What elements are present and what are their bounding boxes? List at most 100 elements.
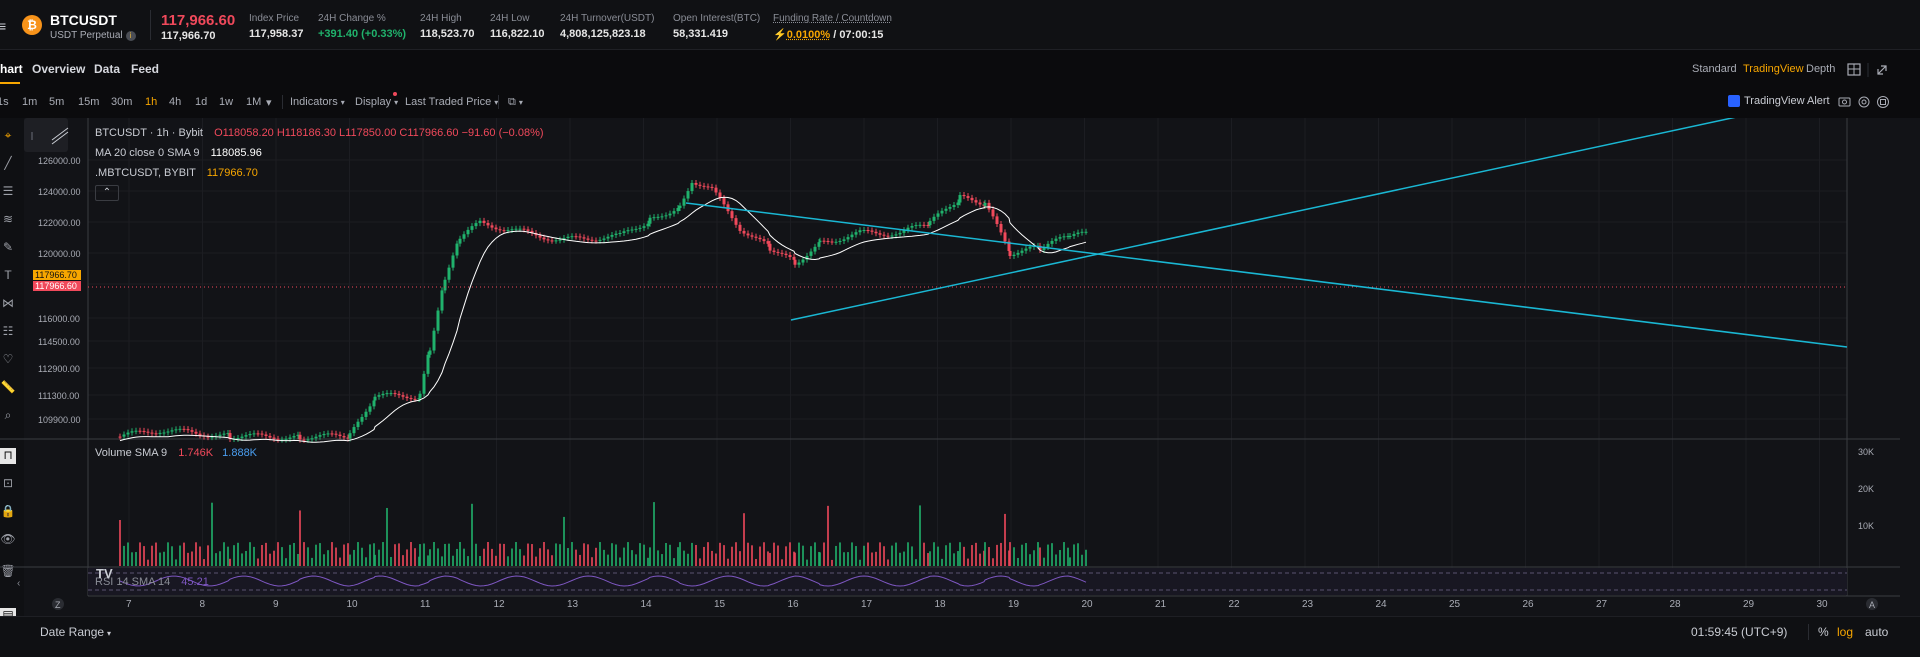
timeframe-4h[interactable]: 4h: [169, 96, 182, 108]
settings-icon[interactable]: [1858, 96, 1870, 108]
timeframe-1d[interactable]: 1d: [195, 96, 208, 108]
candle-body: [846, 237, 850, 240]
volume-bar: [1037, 542, 1039, 566]
chart-clock[interactable]: 01:59:45 (UTC+9): [1691, 625, 1788, 639]
candle-body: [656, 216, 660, 218]
auto-scale-toggle[interactable]: auto: [1865, 625, 1889, 639]
symbol-name[interactable]: BTCUSDT: [50, 12, 117, 28]
timeframe-1h[interactable]: 1h: [145, 96, 158, 108]
candle-body: [226, 433, 230, 435]
info-icon[interactable]: i: [125, 31, 136, 41]
volume-bar: [378, 549, 380, 566]
candle-body: [780, 252, 784, 254]
candle-body: [626, 230, 630, 232]
zoom-icon[interactable]: ⌕: [4, 408, 12, 422]
lock-icon[interactable]: 🔒: [0, 504, 16, 518]
eye-icon[interactable]: 👁: [0, 532, 16, 546]
lock-drawings-icon[interactable]: ⊡: [2, 476, 14, 490]
date-axis[interactable]: 7 8 9 10 11 12 13 14 15 16 17 18 19 20 21 22 23 24 25 26 27 2…: [126, 599, 1828, 610]
volume-bar: [444, 543, 446, 566]
volume-bar: [303, 542, 305, 566]
trendline-group[interactable]: [685, 118, 1848, 348]
timeframe-1m[interactable]: 1m: [22, 96, 38, 108]
indicators-button[interactable]: Indicators ▾: [290, 96, 345, 108]
menu-icon[interactable]: ≡: [0, 18, 7, 34]
magnet-icon[interactable]: ⊓: [0, 448, 16, 464]
legend-volume-value2: 1.888K: [222, 447, 258, 459]
timeframe-15m[interactable]: 15m: [78, 96, 100, 108]
stat-24h-change: 24H Change % +391.40 (+0.33%): [318, 13, 407, 40]
auto-scale-button[interactable]: [1866, 598, 1878, 610]
trendline-icon[interactable]: ╱: [4, 156, 12, 170]
stat-funding-rate[interactable]: Funding Rate / Countdown ⚡0.0100% / 07:00…: [773, 13, 892, 41]
zoom-reset-button[interactable]: [52, 598, 64, 610]
legend-volume-label: Volume SMA 9: [95, 447, 168, 459]
timeframe-1w[interactable]: 1w: [219, 96, 234, 108]
volume-bar: [731, 546, 733, 566]
candle-body: [809, 251, 813, 256]
timeframe-1s[interactable]: 1s: [0, 96, 9, 108]
pattern-icon[interactable]: ⋈: [2, 296, 14, 310]
chevron-up-icon: ⌃: [102, 187, 112, 198]
ruler-icon[interactable]: 📏: [0, 380, 16, 394]
display-button[interactable]: Display ▾: [355, 96, 399, 108]
candle-body: [302, 439, 306, 441]
candle-body: [805, 255, 809, 260]
crosshair-icon[interactable]: ⌖: [4, 128, 12, 142]
tab-overview[interactable]: Overview: [32, 62, 86, 76]
fullscreen-icon[interactable]: [1877, 96, 1889, 108]
candle-body: [801, 259, 805, 263]
funding-rate-value: 0.0100%: [786, 29, 831, 41]
volume-bar: [394, 544, 396, 566]
timeframe-1M[interactable]: 1M: [246, 96, 262, 108]
text-icon[interactable]: T: [4, 268, 12, 282]
brush-icon[interactable]: ✎: [2, 240, 14, 254]
drawing-tool-active[interactable]: [24, 118, 68, 152]
collapse-legend-button[interactable]: ⌃: [95, 185, 119, 201]
volume-bar: [535, 556, 537, 566]
volume-bar: [429, 549, 431, 566]
candle-body: [522, 228, 526, 230]
layout-icon[interactable]: [1847, 63, 1861, 76]
log-scale-toggle[interactable]: log: [1837, 625, 1854, 639]
candle-body: [797, 262, 801, 265]
descending-trendline[interactable]: [685, 202, 1848, 348]
tab-chart[interactable]: hart: [0, 62, 23, 76]
candle-body: [364, 411, 368, 417]
volume-bar: [843, 552, 845, 566]
price-type-selector[interactable]: Last Traded Price ▾: [405, 96, 499, 108]
volume-bar: [603, 549, 605, 566]
view-tradingview[interactable]: TradingView: [1743, 63, 1804, 75]
candle-body: [546, 239, 550, 241]
tab-data[interactable]: Data: [94, 62, 121, 76]
price-chart[interactable]: 126000.00 124000.00 122000.00 120000.00 11 8 3…: [0, 118, 1920, 616]
expand-icon[interactable]: [1877, 65, 1887, 75]
volume-bar: [599, 542, 601, 566]
date-range-button[interactable]: Date Range ▾: [40, 625, 112, 639]
tradingview-alert-button[interactable]: TradingView Alert: [1728, 95, 1830, 108]
favorites-icon[interactable]: ♡: [2, 352, 14, 366]
ascending-trendline[interactable]: [790, 118, 1825, 321]
percent-scale-toggle[interactable]: %: [1818, 625, 1829, 639]
candle-body: [999, 224, 1003, 233]
volume-bar: [199, 546, 201, 566]
horizontal-lines-icon[interactable]: ☰: [2, 184, 14, 198]
fib-icon[interactable]: ≋: [2, 212, 14, 226]
tab-feed[interactable]: Feed: [131, 62, 160, 76]
timeframe-dropdown[interactable]: ▾: [266, 96, 272, 109]
candle-body: [393, 393, 397, 395]
timeframe-30m[interactable]: 30m: [111, 96, 133, 108]
candle-body: [710, 186, 714, 188]
candle-body: [310, 438, 314, 440]
divider: [282, 95, 283, 109]
chevron-down-icon: ▾: [518, 98, 523, 107]
view-standard[interactable]: Standard: [1692, 63, 1737, 75]
camera-icon[interactable]: [1838, 97, 1851, 107]
measure-tools-icon[interactable]: ☷: [2, 324, 14, 338]
timeframe-5m[interactable]: 5m: [49, 96, 65, 108]
view-depth[interactable]: Depth: [1806, 63, 1836, 75]
chart-type-selector[interactable]: ⧉ ▾: [508, 96, 523, 109]
candle-body: [586, 238, 590, 240]
chevron-left-icon[interactable]: ‹: [17, 578, 21, 589]
volume-bar: [1000, 542, 1002, 566]
